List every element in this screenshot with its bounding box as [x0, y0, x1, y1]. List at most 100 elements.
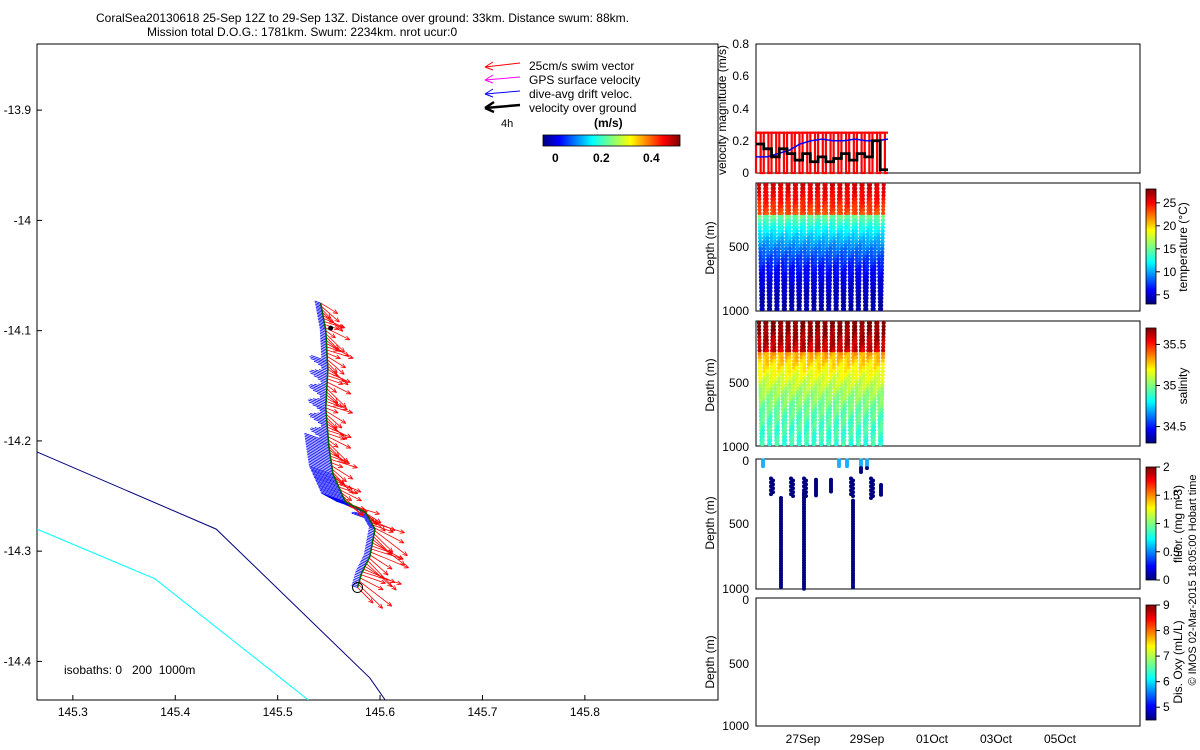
temp-marks-sample — [875, 186, 880, 191]
swim-vector-head — [338, 380, 344, 386]
sal-marks-sample — [857, 400, 862, 405]
sal-marks-sample — [879, 414, 884, 419]
temp-marks-sample — [854, 236, 859, 241]
sal-marks-sample — [824, 345, 829, 350]
sal-marks-sample — [760, 428, 766, 433]
temp-marks-sample — [824, 236, 829, 241]
sal-marks-sample — [871, 438, 876, 443]
sal-marks-sample — [768, 441, 773, 447]
sal-marks-sample — [758, 396, 763, 402]
temp-marks-sample — [798, 260, 803, 266]
sal-marks-sample — [802, 372, 807, 377]
sal-marks-sample — [776, 369, 782, 374]
map-y-tick-label: -14.2 — [4, 434, 32, 448]
legend-label-swim: 25cm/s swim vector — [529, 59, 634, 73]
sal-marks-sample — [794, 331, 799, 336]
sal-marks-sample — [836, 362, 841, 367]
temp-marks-sample — [838, 214, 844, 219]
temp-marks-sample — [761, 253, 766, 258]
temp-marks-sample — [772, 243, 778, 248]
colorbar-tick-label: 7 — [1163, 649, 1170, 663]
sal-marks-sample — [864, 431, 869, 436]
temp-marks-sample — [857, 250, 863, 255]
temp-marks-sample — [850, 246, 855, 251]
temp-marks-sample — [757, 232, 763, 237]
drift-vector — [358, 565, 365, 569]
temp-marks-sample — [835, 253, 840, 258]
swim-vector-head — [399, 560, 406, 566]
temp-marks-sample — [783, 289, 788, 294]
temp-marks-sample — [802, 253, 807, 258]
ground-speed-series — [756, 139, 888, 172]
swim-vector — [326, 391, 339, 404]
temp-marks-sample — [805, 292, 810, 297]
sal-marks-sample — [875, 331, 880, 336]
temp-marks-sample — [773, 260, 778, 266]
temp-marks-sample — [834, 289, 840, 294]
sal-marks-sample — [838, 327, 843, 333]
sal-marks-sample — [814, 362, 819, 367]
sal-marks-sample — [838, 352, 844, 357]
sal-marks-sample — [869, 396, 874, 402]
sal-marks-sample — [795, 396, 800, 402]
temp-marks-sample — [838, 186, 843, 191]
drift-vector — [309, 370, 328, 378]
sal-marks-sample — [861, 369, 866, 374]
temp-marks-sample — [850, 250, 855, 255]
temp-marks-sample — [773, 250, 778, 255]
swim-vector — [373, 527, 405, 544]
temp-marks-sample — [828, 239, 833, 244]
temp-marks-sample — [798, 275, 803, 280]
sal-marks-sample — [816, 324, 821, 329]
temp-marks-sample — [835, 257, 840, 262]
temp-marks-sample — [858, 236, 863, 241]
sal-marks-sample — [821, 365, 826, 371]
sal-marks-sample — [769, 383, 774, 388]
drift-vector — [319, 334, 327, 338]
sal-marks-sample — [821, 379, 826, 384]
temp-marks-sample — [794, 207, 799, 212]
sal-marks-sample — [772, 345, 777, 350]
temp-marks-sample — [876, 239, 881, 244]
oxygen-tick-500: 500 — [729, 657, 749, 671]
sal-marks-sample — [846, 369, 851, 374]
temp-marks-sample — [758, 243, 763, 248]
swim-vector-head — [332, 309, 339, 314]
swim-vector — [331, 465, 354, 480]
temp-marks-sample — [824, 250, 830, 255]
temp-marks-sample — [846, 214, 851, 219]
temp-marks-sample — [768, 306, 773, 312]
temp-marks-sample — [853, 225, 859, 230]
swim-vector-head — [347, 485, 353, 490]
track-start-marker — [328, 325, 334, 331]
sal-marks-sample — [861, 355, 866, 360]
temp-marks-sample — [768, 296, 773, 301]
sal-marks-sample — [854, 386, 859, 391]
sal-marks-sample — [820, 431, 825, 436]
temp-marks-sample — [779, 186, 784, 191]
sal-marks-sample — [824, 365, 829, 371]
salinity-marks — [756, 320, 886, 447]
sal-marks-sample — [806, 390, 811, 395]
temp-marks-sample — [831, 204, 836, 209]
sal-marks-sample — [864, 410, 870, 415]
sal-marks-sample — [772, 379, 778, 384]
temp-marks-sample — [850, 271, 855, 276]
temp-marks-sample — [831, 200, 836, 205]
sal-marks-sample — [782, 441, 788, 447]
temp-marks-sample — [783, 282, 788, 287]
drift-vector — [314, 478, 339, 488]
temp-marks-sample — [773, 246, 778, 251]
swim-vector — [325, 410, 347, 424]
sal-marks-sample — [847, 383, 852, 388]
drift-vector — [308, 401, 326, 409]
temp-marks-sample — [880, 228, 885, 234]
sal-marks-sample — [787, 348, 792, 353]
sal-marks-sample — [821, 383, 826, 388]
temp-marks-sample — [820, 253, 826, 258]
sal-marks-sample — [839, 396, 845, 402]
temp-marks-sample — [835, 271, 840, 276]
temp-marks-sample — [842, 271, 847, 276]
sal-marks-sample — [857, 421, 862, 426]
temp-marks-sample — [802, 218, 807, 223]
